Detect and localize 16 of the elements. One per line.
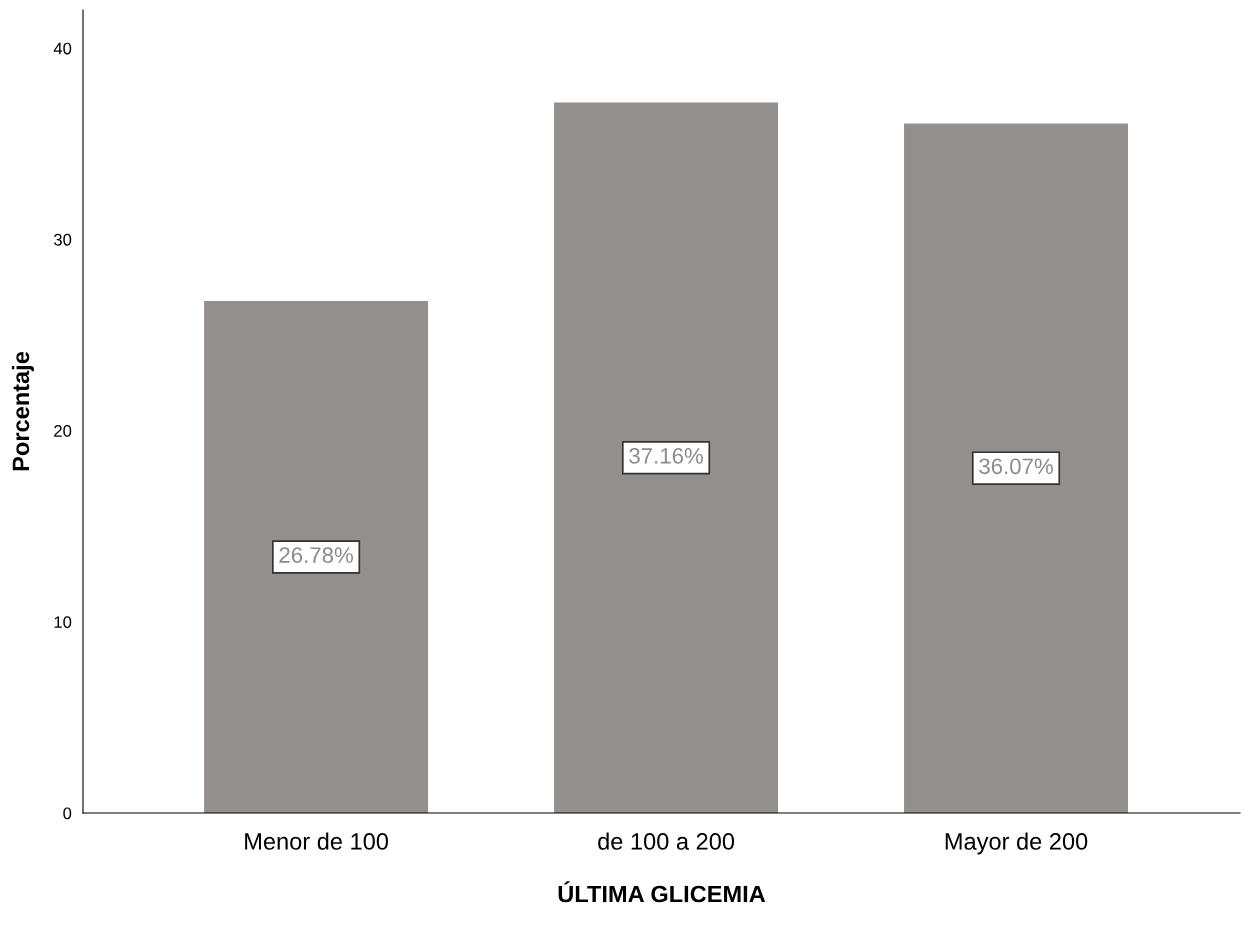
y-tick-label: 10 xyxy=(54,616,72,629)
bar xyxy=(204,300,429,813)
data-label: 37.16% xyxy=(629,448,703,464)
data-label: 36.07% xyxy=(979,458,1053,475)
y-tick-label: 30 xyxy=(53,233,72,246)
x-tick-label: de 100 a 200 xyxy=(598,832,735,850)
y-axis-title: Porcentaje xyxy=(11,351,34,471)
y-tick-label: 40 xyxy=(53,42,72,55)
x-axis-title: ÚLTIMA GLICEMIA xyxy=(558,881,766,903)
x-tick-label: Menor de 100 xyxy=(245,832,389,850)
y-tick-label: 0 xyxy=(63,807,72,820)
x-tick-label: Mayor de 200 xyxy=(945,832,1088,855)
y-tick-label: 20 xyxy=(54,425,72,437)
bar xyxy=(554,102,779,813)
data-label: 26.78% xyxy=(279,547,353,563)
bar xyxy=(904,123,1129,813)
